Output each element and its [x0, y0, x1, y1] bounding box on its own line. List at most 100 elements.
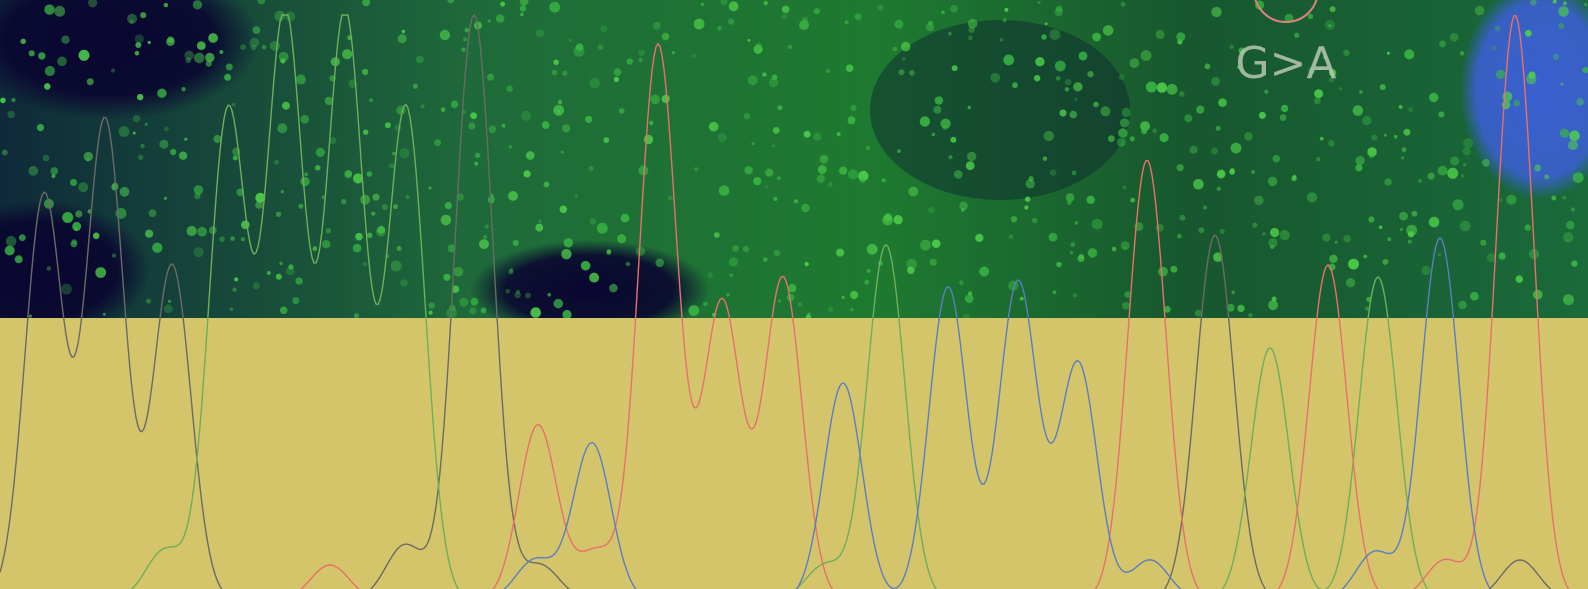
speckle: [691, 53, 697, 59]
speckle: [1270, 227, 1280, 238]
speckle: [635, 246, 646, 256]
speckle: [1012, 82, 1018, 89]
speckle: [1176, 32, 1186, 42]
speckle: [450, 100, 459, 108]
speckle: [909, 70, 915, 76]
speckle: [44, 83, 51, 90]
speckle: [241, 220, 250, 230]
speckle: [280, 190, 284, 194]
speckle: [562, 70, 568, 76]
speckle: [1284, 13, 1294, 23]
speckle: [1072, 293, 1078, 298]
speckle: [1551, 195, 1557, 201]
speckle: [508, 191, 518, 201]
speckle: [428, 310, 433, 315]
speckle: [252, 26, 261, 34]
speckle: [732, 245, 739, 252]
speckle: [1399, 211, 1408, 221]
speckle: [1145, 81, 1157, 93]
speckle: [1196, 105, 1205, 114]
speckle: [1176, 164, 1184, 172]
speckle: [443, 273, 451, 281]
speckle: [1215, 125, 1221, 131]
speckle: [505, 288, 511, 294]
speckle: [929, 258, 937, 266]
speckle: [1272, 155, 1281, 163]
speckle: [1334, 240, 1338, 244]
speckle: [967, 105, 971, 110]
speckle: [1129, 136, 1135, 142]
speckle: [553, 59, 559, 66]
speckle: [1558, 6, 1569, 17]
speckle: [266, 271, 271, 275]
speckle: [557, 100, 563, 105]
speckle: [1141, 128, 1148, 135]
speckle: [893, 215, 903, 225]
speckle: [393, 204, 398, 210]
speckle: [793, 199, 799, 204]
speckle: [1155, 29, 1165, 40]
speckle: [51, 174, 56, 179]
speckle: [464, 27, 470, 33]
speckle: [819, 154, 829, 164]
panel: [0, 318, 1588, 589]
speckle: [329, 137, 337, 145]
speckle: [54, 5, 66, 17]
speckle: [813, 8, 821, 15]
speckle: [132, 131, 136, 135]
speckle: [389, 163, 395, 169]
speckle: [688, 305, 700, 316]
speckle: [274, 10, 286, 22]
speckle: [1495, 69, 1506, 80]
speckle: [1314, 89, 1324, 99]
speckle: [46, 266, 51, 271]
speckle: [1294, 32, 1300, 38]
speckle: [606, 249, 612, 256]
speckle: [353, 173, 364, 184]
speckle: [950, 4, 958, 13]
speckle: [549, 1, 561, 13]
speckle: [1002, 18, 1007, 23]
speckle: [512, 239, 519, 246]
speckle: [401, 29, 406, 34]
speckle: [57, 56, 67, 67]
speckle: [620, 213, 630, 223]
speckle: [164, 126, 169, 132]
speckle: [1237, 304, 1245, 313]
speckle: [836, 248, 845, 257]
speckle: [415, 55, 424, 64]
speckle: [543, 181, 550, 188]
speckle: [1570, 207, 1575, 212]
speckle: [1087, 248, 1098, 258]
speckle: [1428, 216, 1440, 228]
speckle: [1077, 255, 1085, 262]
speckle: [574, 193, 578, 198]
speckle: [1177, 233, 1182, 239]
speckle: [1107, 135, 1115, 143]
speckle: [42, 154, 50, 162]
speckle: [1506, 194, 1517, 205]
speckle: [1421, 265, 1431, 276]
speckle: [325, 228, 332, 234]
speckle: [1383, 133, 1387, 137]
speckle: [1498, 252, 1506, 260]
speckle: [501, 123, 506, 128]
speckle: [111, 253, 117, 258]
speckle: [213, 134, 222, 144]
speckle: [1268, 300, 1279, 311]
speckle: [197, 226, 208, 237]
speckle: [412, 83, 418, 89]
speckle: [1292, 174, 1297, 179]
speckle: [1534, 164, 1542, 172]
speckle: [841, 296, 845, 299]
speckle: [894, 19, 904, 29]
speckle: [249, 37, 260, 48]
speckle: [519, 0, 529, 6]
speckle: [1198, 227, 1205, 234]
speckle: [399, 148, 410, 159]
speckle: [274, 159, 280, 165]
speckle: [1459, 220, 1471, 232]
speckle: [474, 152, 481, 159]
speckle: [748, 75, 758, 86]
speckle: [428, 186, 432, 190]
